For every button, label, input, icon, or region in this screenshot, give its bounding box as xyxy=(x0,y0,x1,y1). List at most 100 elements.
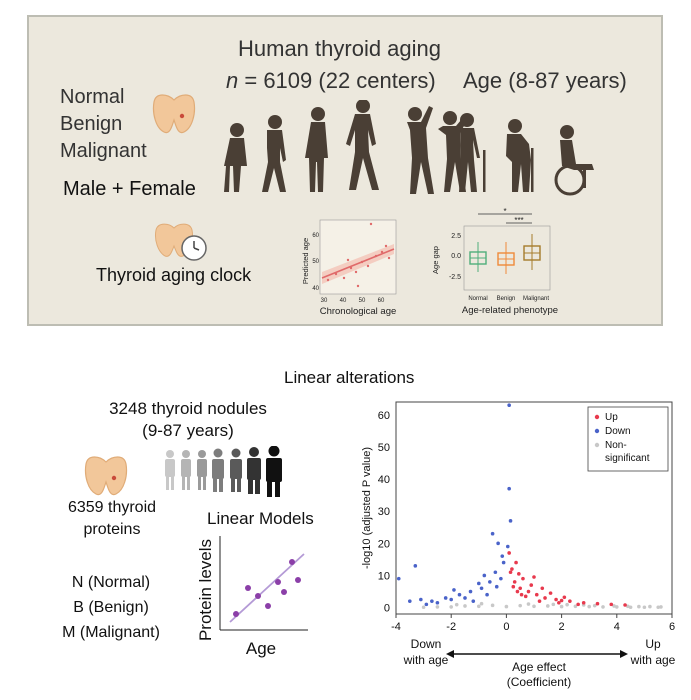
volcano-point-down xyxy=(485,592,489,597)
volcano-point-non-significant xyxy=(587,604,591,609)
volcano-point-non-significant xyxy=(626,604,630,609)
volcano-point-down xyxy=(499,576,503,581)
nodules-count: 3248 thyroid nodules xyxy=(109,399,267,418)
volcano-point-up xyxy=(514,560,518,565)
scatter-ylabel: Predicted age xyxy=(301,238,310,284)
volcano-point-non-significant xyxy=(573,604,578,609)
volcano-point-non-significant xyxy=(565,602,569,607)
volcano-point-up xyxy=(510,567,514,571)
nodules-label: 3248 thyroid nodules (9-87 years) xyxy=(88,398,288,442)
y-tick-label: 20 xyxy=(378,538,390,550)
volcano-point-down xyxy=(479,586,484,591)
volcano-point-non-significant xyxy=(479,601,484,606)
volcano-point-non-significant xyxy=(656,605,660,610)
volcano-point-up xyxy=(519,592,524,597)
thyroid-icon xyxy=(84,456,128,496)
legend-up: Up xyxy=(605,412,618,423)
category-malignant: Malignant xyxy=(60,140,147,162)
volcano-point-down xyxy=(477,581,481,586)
proteins-word: proteins xyxy=(83,521,141,538)
aging-clock-scatter: Predicted age 40 50 60 30 40 50 60 Chron… xyxy=(301,219,397,317)
volcano-point-non-significant xyxy=(546,604,550,608)
volcano-point-non-significant xyxy=(642,605,647,610)
cohort-size: n = 6109 (22 centers) xyxy=(226,68,436,94)
volcano-point-down xyxy=(490,531,495,536)
volcano-point-non-significant xyxy=(421,605,426,610)
volcano-point-non-significant xyxy=(601,605,605,609)
box-xlabel: Age-related phenotype xyxy=(462,305,558,316)
volcano-point-non-significant xyxy=(463,604,467,608)
volcano-point-up xyxy=(537,599,542,603)
scatter-ytick: 50 xyxy=(312,259,319,265)
box-group-label: Malignant xyxy=(523,296,549,302)
volcano-point-down xyxy=(424,602,429,607)
box-group-label: Benign xyxy=(497,296,516,302)
volcano-xlabel-2: (Coefficient) xyxy=(507,675,571,689)
diagnosis-legend: N (Normal) B (Benign) M (Malignant) xyxy=(36,570,186,645)
volcano-point-non-significant xyxy=(551,602,556,607)
scatter-xtick: 40 xyxy=(340,298,347,304)
legend-ns: Non- xyxy=(605,440,627,451)
volcano-point-non-significant xyxy=(659,605,663,609)
y-tick-label: 40 xyxy=(378,474,390,486)
volcano-point-non-significant xyxy=(628,605,633,610)
thyroid-icon xyxy=(152,94,196,134)
scatter-xtick: 30 xyxy=(321,298,328,304)
volcano-point-non-significant xyxy=(435,605,440,609)
patients-icon xyxy=(165,446,282,497)
volcano-point-down xyxy=(430,599,434,603)
scatter-ytick: 60 xyxy=(312,233,319,239)
category-normal: Normal xyxy=(60,86,125,108)
thyroid-clock-icon xyxy=(155,223,207,261)
sex-label: Male + Female xyxy=(63,178,196,200)
legend-normal: N (Normal) xyxy=(71,574,151,591)
scatter-xtick: 60 xyxy=(378,298,385,304)
x-tick-label: 6 xyxy=(669,621,675,633)
volcano-point-down xyxy=(501,560,506,565)
model-ylabel: Protein levels xyxy=(196,539,215,641)
model-title: Linear Models xyxy=(207,509,314,528)
scatter-xlabel: Chronological age xyxy=(320,306,397,317)
linear-model-plot: Protein levels Age xyxy=(196,536,308,658)
volcano-point-down xyxy=(507,486,511,491)
volcano-point-non-significant xyxy=(637,604,641,609)
volcano-point-up xyxy=(562,595,567,600)
volcano-point-up xyxy=(507,551,511,555)
volcano-point-down xyxy=(419,597,423,602)
legend-ns-marker xyxy=(594,442,600,448)
nodules-age-range: (9-87 years) xyxy=(142,421,234,440)
volcano-point-down xyxy=(493,570,498,575)
volcano-point-non-significant xyxy=(559,604,564,609)
volcano-point-non-significant xyxy=(612,604,616,608)
box-ytick: 0.0 xyxy=(451,253,461,260)
legend-down-marker xyxy=(594,428,600,434)
box-ytick: 2.5 xyxy=(451,233,461,240)
volcano-point-up xyxy=(609,602,614,607)
volcano-point-down xyxy=(413,564,418,568)
cohort-size-value: = 6109 (22 centers) xyxy=(238,68,436,93)
volcano-point-up xyxy=(554,597,558,602)
proteins-label: 6359 thyroid proteins xyxy=(52,497,172,541)
volcano-point-non-significant xyxy=(477,604,481,609)
volcano-point-down xyxy=(494,584,499,589)
volcano-point-up xyxy=(523,594,528,599)
down-annotation: Down xyxy=(411,637,442,651)
y-tick-label: 30 xyxy=(378,506,390,518)
scatter-xtick: 50 xyxy=(359,298,366,304)
volcano-point-up xyxy=(581,600,586,605)
x-tick-label: 4 xyxy=(614,621,620,633)
volcano-point-up xyxy=(559,598,564,603)
volcano-point-down xyxy=(463,596,467,600)
volcano-point-up xyxy=(568,599,572,603)
volcano-point-up xyxy=(548,591,553,595)
volcano-point-up xyxy=(557,600,561,605)
volcano-point-up xyxy=(534,592,539,597)
sig-label: * xyxy=(503,207,506,216)
category-benign: Benign xyxy=(60,113,123,135)
volcano-point-down xyxy=(488,580,492,584)
volcano-point-up xyxy=(595,601,600,606)
volcano-point-down xyxy=(500,554,505,558)
volcano-point-up xyxy=(526,589,531,594)
sig-label: *** xyxy=(514,216,523,225)
volcano-point-non-significant xyxy=(526,602,531,606)
